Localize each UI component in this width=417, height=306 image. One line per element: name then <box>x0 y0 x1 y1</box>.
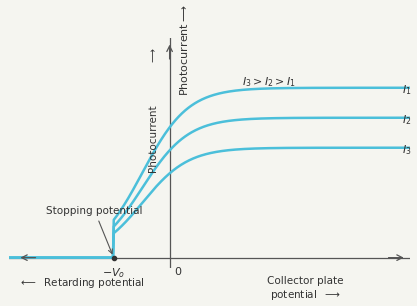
Text: $-V_o$: $-V_o$ <box>102 267 125 280</box>
Text: $\longrightarrow$: $\longrightarrow$ <box>148 47 158 65</box>
Text: Photocurrent: Photocurrent <box>148 104 158 172</box>
Text: $I_3 > I_2 > I_1$: $I_3 > I_2 > I_1$ <box>241 75 296 89</box>
Text: $I_1$: $I_1$ <box>402 83 411 97</box>
Text: Stopping potential: Stopping potential <box>46 206 143 254</box>
Text: 0: 0 <box>174 267 181 277</box>
Text: $I_3$: $I_3$ <box>402 143 411 157</box>
Text: $I_2$: $I_2$ <box>402 113 411 127</box>
Text: Photocurrent$\longrightarrow$: Photocurrent$\longrightarrow$ <box>178 4 190 96</box>
Text: Collector plate
potential  $\longrightarrow$: Collector plate potential $\longrightarr… <box>267 276 344 302</box>
Text: $\longleftarrow$  Retarding potential: $\longleftarrow$ Retarding potential <box>18 276 145 290</box>
